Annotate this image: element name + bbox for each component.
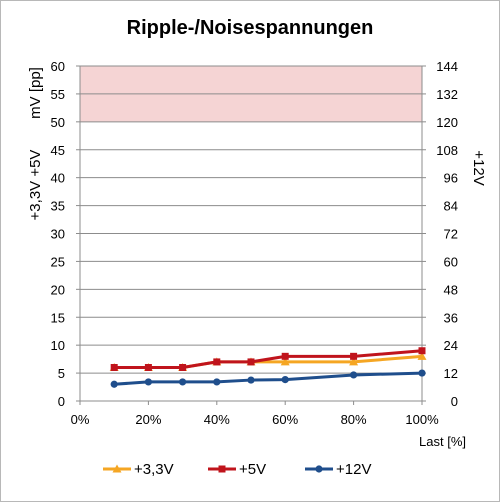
series-line [112,349,424,369]
grid-lines [80,65,422,402]
legend-label: +3,3V [134,461,174,478]
data-point [281,352,289,360]
chart-title: Ripple-/Noisespannungen [127,17,374,39]
y-right-tick-label: 12 [444,366,458,381]
y-left-tick-label: 25 [51,254,65,269]
data-point [110,380,118,388]
y-right-tick-label: 0 [451,394,458,409]
y-right-tick-label: 60 [444,254,458,269]
series-3 [110,369,426,388]
y-left-axis-title-bottom: +3,3V +5V [27,150,44,221]
y-left-tick-label: 15 [51,310,65,325]
y-left-tick-label: 5 [58,366,65,381]
series-layer [109,347,427,388]
data-point [247,358,255,366]
legend: +3,3V +5V +12V [103,461,371,478]
data-point [179,364,187,371]
y-right-tick-label: 84 [444,199,458,214]
data-point [213,358,221,366]
y-right-tick-label: 96 [444,171,458,186]
y-right-tick-label: 48 [444,282,458,297]
data-point [418,369,426,377]
data-point [350,371,358,379]
y-left-tick-label: 45 [51,143,65,158]
y-left-tick-labels: 0 5 10 15 20 25 30 35 40 45 50 55 60 [51,59,65,409]
y-right-tick-label: 108 [436,143,458,158]
x-tick-label: 0% [71,412,90,427]
x-tick-labels: 0% 20% 40% 60% 80% 100% [71,412,439,427]
y-right-tick-label: 72 [444,227,458,242]
legend-item: +3,3V [103,461,174,478]
x-tick-label: 80% [341,412,367,427]
y-left-tick-label: 10 [51,338,65,353]
series-line [112,371,424,386]
data-point [349,357,359,366]
x-tick-label: 100% [405,412,439,427]
y-left-tick-label: 55 [51,87,65,102]
legend-marker [315,465,323,473]
legend-marker [112,464,122,473]
y-right-tick-labels: 0 12 24 36 48 60 72 84 96 108 120 132 144 [436,59,458,409]
y-right-tick-label: 24 [444,338,458,353]
y-left-tick-label: 0 [58,394,65,409]
data-point [179,378,187,386]
y-left-tick-label: 30 [51,227,65,242]
legend-label: +12V [336,461,371,478]
y-left-tick-label: 60 [51,59,65,74]
legend-item: +5V [208,461,266,478]
legend-marker [218,465,226,473]
data-point [350,352,358,360]
y-right-axis-title: +12V [470,150,487,185]
data-point [110,364,118,371]
y-left-tick-label: 35 [51,199,65,214]
data-point [247,376,255,384]
legend-label: +5V [239,461,266,478]
data-point [144,378,152,386]
legend-item: +12V [305,461,371,478]
y-left-axis-title-top: mV [pp] [27,67,44,119]
y-left-tick-label: 20 [51,282,65,297]
y-left-tick-label: 40 [51,171,65,186]
y-left-tick-label: 50 [51,115,65,130]
y-right-tick-label: 144 [436,59,458,74]
x-tick-label: 60% [272,412,298,427]
data-point [280,357,290,366]
y-right-tick-label: 36 [444,310,458,325]
x-tick-label: 40% [204,412,230,427]
axis-lines [76,65,426,405]
data-point [418,347,426,355]
data-point [281,375,289,384]
x-tick-label: 20% [135,412,161,427]
data-point [417,351,427,360]
y-right-tick-label: 132 [436,87,458,102]
data-point [213,378,221,386]
x-axis-title: Last [%] [419,434,466,449]
series-2 [110,347,426,371]
data-point [144,364,152,371]
y-right-tick-label: 120 [436,115,458,130]
